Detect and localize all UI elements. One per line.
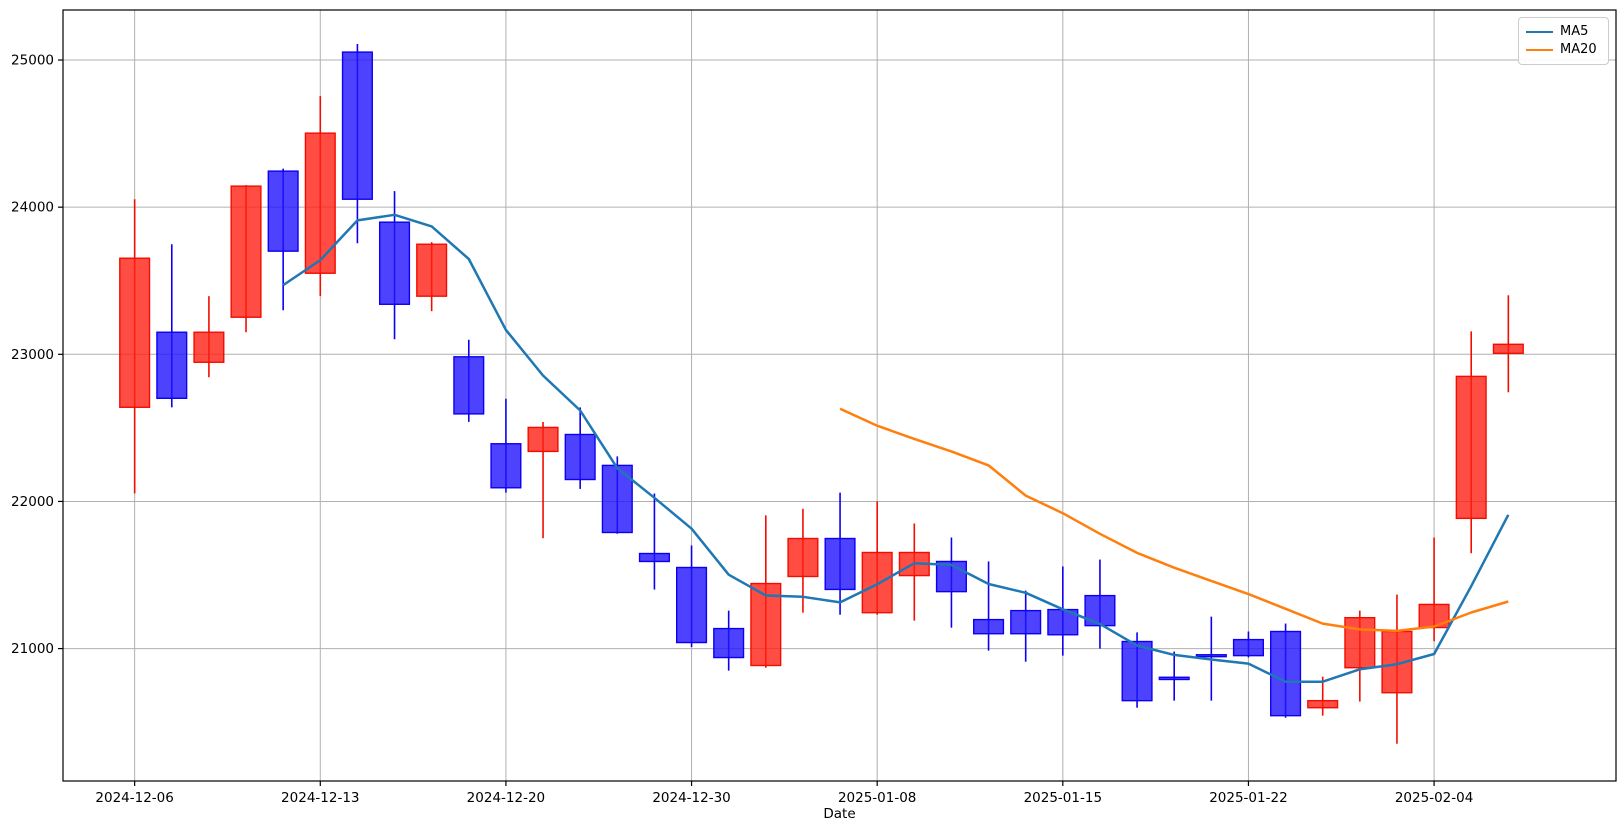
x-tick-label: 2025-01-08 (838, 790, 916, 806)
candle-body (416, 243, 448, 297)
candle-body (713, 627, 745, 659)
candle-body (1158, 676, 1190, 681)
candle-body (750, 582, 782, 667)
y-tick-label: 23000 (11, 347, 54, 363)
candle-body (490, 443, 522, 489)
x-axis: 2024-12-06 2024-12-13 2024-12-20 2024-12-30… (95, 781, 1473, 806)
candle-body (341, 51, 373, 200)
candle-body (861, 551, 893, 614)
candle-body (1010, 609, 1042, 635)
candle-body (230, 185, 262, 318)
candle-body (1492, 343, 1524, 354)
candle-body (564, 433, 596, 481)
x-tick-label: 2025-01-15 (1024, 790, 1102, 806)
candle-body (935, 560, 967, 593)
candle-body (119, 257, 151, 408)
candle-body (156, 331, 188, 399)
candle-body (453, 356, 485, 415)
plot-border (62, 9, 1617, 782)
x-tick-label: 2024-12-20 (467, 790, 545, 806)
x-axis-title: Date (823, 806, 856, 822)
candles (119, 43, 1524, 744)
candle-body (193, 331, 225, 363)
y-tick-label: 24000 (11, 200, 54, 216)
candle-body (1455, 375, 1487, 520)
x-tick-label: 2025-02-04 (1395, 790, 1473, 806)
candle-body (1344, 616, 1376, 669)
candle-body (1195, 654, 1227, 658)
x-tick-label: 2025-01-22 (1209, 790, 1287, 806)
ma20-line (839, 407, 1509, 633)
candle-body (1270, 630, 1302, 717)
x-tick-label: 2024-12-30 (652, 790, 730, 806)
legend-item-ma20: MA20 (1526, 41, 1600, 59)
y-tick-label: 22000 (11, 494, 54, 510)
candle-body (824, 537, 856, 591)
candle-body (304, 132, 336, 274)
x-tick-label: 2024-12-13 (281, 790, 359, 806)
legend-item-ma5: MA5 (1526, 23, 1600, 41)
candle-body (676, 566, 708, 644)
ma5-line (282, 213, 1510, 683)
legend-label-ma20: MA20 (1560, 42, 1597, 57)
y-tick-label: 21000 (11, 641, 54, 657)
candle-body (267, 170, 299, 252)
ma20-line-swatch (1526, 49, 1553, 51)
legend-label-ma5: MA5 (1560, 24, 1589, 39)
y-tick-label: 25000 (11, 53, 54, 69)
candle-body (1232, 638, 1264, 657)
legend: MA5 MA20 (1518, 17, 1609, 65)
candle-body (973, 618, 1005, 635)
candle-body (787, 537, 819, 578)
candle-body (1418, 603, 1450, 629)
candle-body (1307, 699, 1339, 709)
y-axis: 21000 22000 23000 24000 25000 (11, 53, 63, 657)
ma5-line-swatch (1526, 31, 1553, 33)
candle-body (378, 221, 411, 305)
candle-body (638, 552, 670, 563)
x-tick-label: 2024-12-06 (95, 790, 173, 806)
candle-body (1121, 640, 1153, 702)
candle-body (527, 426, 559, 453)
